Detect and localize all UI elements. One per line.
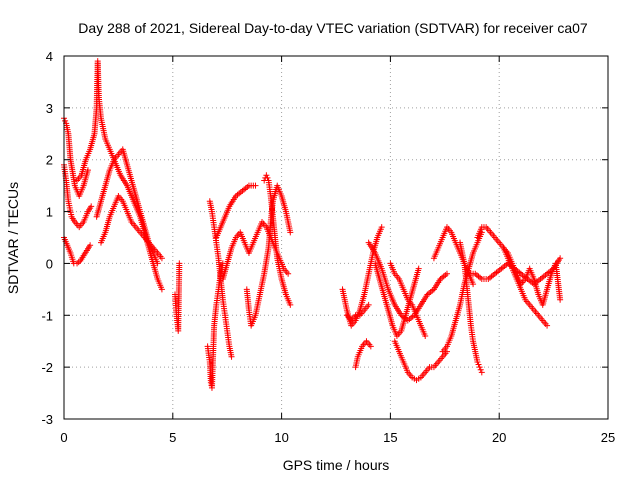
x-tick-label: 15	[383, 430, 397, 445]
plot-frame	[63, 55, 609, 420]
data-point-sat-n	[378, 224, 385, 231]
y-tick-label: -3	[41, 412, 53, 427]
chart-title: Day 288 of 2021, Sidereal Day-to-day VTE…	[78, 20, 588, 36]
x-tick-label: 0	[60, 430, 67, 445]
data-point-sat-e	[154, 260, 161, 267]
data-point-sat-x	[544, 322, 551, 329]
data-point-sat-w	[475, 361, 482, 368]
data-points	[61, 58, 564, 391]
data-point-sat-a	[84, 167, 91, 174]
y-axis-label: SDTVAR / TECUs	[5, 182, 21, 294]
y-tick-label: 4	[46, 49, 53, 64]
data-point-sat-m	[264, 174, 271, 181]
y-tick-label: -1	[41, 308, 53, 323]
data-point-sat-p	[367, 343, 374, 350]
y-tick-label: 1	[46, 205, 53, 220]
data-point-sat-w	[476, 364, 483, 371]
data-point-sat-l	[287, 229, 294, 236]
data-point-sat-r	[415, 265, 422, 272]
data-point-sat-z	[557, 296, 564, 303]
y-tick-label: 2	[46, 153, 53, 168]
data-point-sat-c	[87, 242, 94, 249]
data-point-sat-m	[263, 172, 270, 179]
data-point-sat-y	[557, 255, 564, 262]
x-axis-label: GPS time / hours	[283, 457, 390, 473]
data-point-sat-m	[287, 301, 294, 308]
data-point-sat-w	[477, 366, 484, 373]
x-tick-label: 5	[169, 430, 176, 445]
data-point-sat-q	[443, 270, 450, 277]
y-tick-label: 3	[46, 101, 53, 116]
data-point-sat-f	[158, 255, 165, 262]
data-point-sat-w	[474, 358, 481, 365]
data-point-sat-i	[228, 353, 235, 360]
data-point-sat-k	[285, 270, 292, 277]
x-tick-label: 10	[274, 430, 288, 445]
axes: 0 5 10 15 20 25 -3 -2 -1 0 1 2 3 4	[41, 49, 615, 445]
data-point-sat-t	[422, 333, 429, 340]
y-tick-label: 0	[46, 256, 53, 271]
data-point-sat-d	[158, 286, 165, 293]
data-point-sat-j	[252, 182, 259, 189]
x-tick-label: 25	[601, 430, 615, 445]
data-point-sat-h	[207, 379, 214, 386]
data-point-sat-g	[176, 260, 183, 267]
data-point-sat-v	[470, 281, 477, 288]
x-tick-label: 20	[492, 430, 506, 445]
data-point-sat-b	[88, 203, 95, 210]
data-point-sat-o	[365, 301, 372, 308]
data-point-sat-a	[62, 117, 69, 124]
grid-lines	[64, 56, 608, 419]
data-point-sat-w	[478, 369, 485, 376]
y-tick-label: -2	[41, 360, 53, 375]
